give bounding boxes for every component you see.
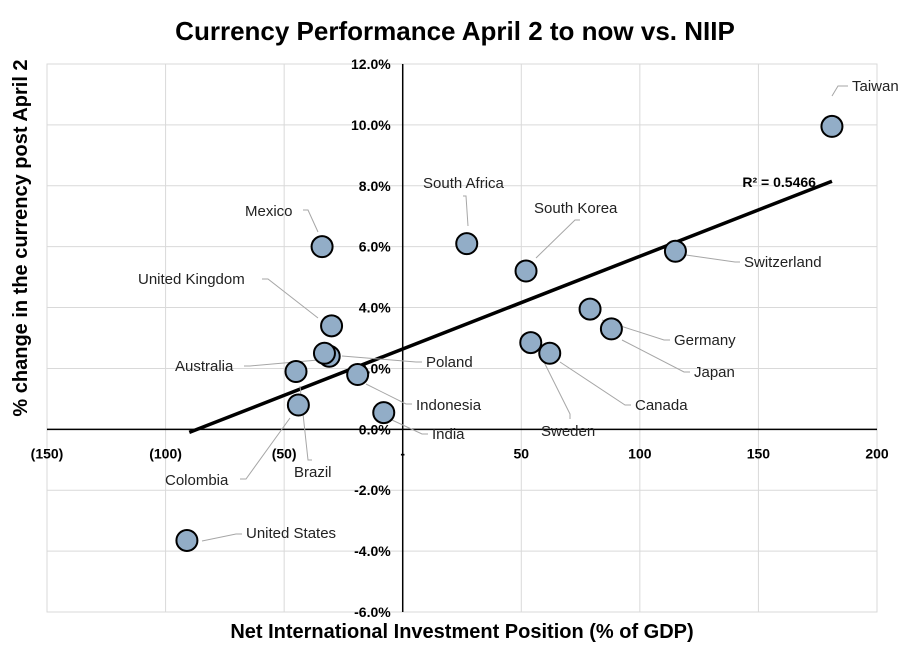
leader-line-switzerland xyxy=(685,254,740,263)
data-label-canada: Canada xyxy=(635,397,688,414)
plot-frame xyxy=(46,63,878,613)
data-point-taiwan xyxy=(820,114,844,138)
leader-line-poland xyxy=(341,355,422,363)
leader-line-mexico xyxy=(303,209,319,233)
y-tick-label: -6.0% xyxy=(354,604,391,620)
data-point-sweden xyxy=(519,331,543,355)
y-tick-label: 8.0% xyxy=(359,178,391,194)
leader-line-canada xyxy=(559,361,631,406)
data-point-japan xyxy=(599,317,623,341)
data-label-india: India xyxy=(432,426,465,443)
data-point-brazil xyxy=(312,341,336,365)
data-point-india xyxy=(372,401,396,425)
r-squared-label: R² = 0.5466 xyxy=(742,174,816,190)
leader-line-indonesia xyxy=(365,383,412,405)
data-point-mexico xyxy=(310,235,334,259)
data-label-united-kingdom: United Kingdom xyxy=(138,271,245,288)
leader-line-japan xyxy=(621,339,690,373)
x-axis-title: Net International Investment Position (%… xyxy=(230,621,693,643)
data-point-colombia xyxy=(286,393,310,417)
leader-line-taiwan xyxy=(831,85,848,97)
y-tick-label: 6.0% xyxy=(359,239,391,255)
leader-line-united-kingdom xyxy=(262,278,319,319)
leader-line-australia xyxy=(244,359,319,367)
gridlines xyxy=(46,63,878,613)
data-label-colombia: Colombia xyxy=(165,472,229,489)
data-point-canada xyxy=(538,341,562,365)
data-point-south-korea xyxy=(514,259,538,283)
data-label-switzerland: Switzerland xyxy=(744,254,822,271)
data-point-united-states xyxy=(175,528,199,552)
data-points xyxy=(175,114,844,552)
data-label-sweden: Sweden xyxy=(541,423,595,440)
leader-line-colombia xyxy=(240,417,291,480)
data-point-australia xyxy=(284,359,308,383)
data-point-united-kingdom xyxy=(320,314,344,338)
y-axis-title: % change in the currency post April 2 xyxy=(10,59,32,416)
data-labels: Taiwan South Africa South Korea Switzerland… xyxy=(138,78,899,542)
x-tick-label: - xyxy=(400,445,405,461)
x-tick-label: (50) xyxy=(272,445,297,461)
y-tick-label: 12.0% xyxy=(351,56,391,72)
data-label-indonesia: Indonesia xyxy=(416,397,482,414)
data-label-poland: Poland xyxy=(426,354,473,371)
data-label-germany: Germany xyxy=(674,332,736,349)
x-tick-label: 100 xyxy=(628,445,652,461)
trendline-group: R² = 0.5466 xyxy=(188,174,833,435)
y-tick-label: -4.0% xyxy=(354,543,391,559)
axes: (150) (100) (50) - 50 100 150 200 12.0% 10.0% 8.0%… xyxy=(31,56,889,620)
x-tick-label: 200 xyxy=(865,445,889,461)
data-label-australia: Australia xyxy=(175,358,234,375)
x-tick-label: (150) xyxy=(31,445,64,461)
data-label-brazil: Brazil xyxy=(294,464,332,481)
data-point-south-africa xyxy=(455,232,479,256)
data-label-south-korea: South Korea xyxy=(534,200,618,217)
y-tick-label: 4.0% xyxy=(359,300,391,316)
data-point-indonesia xyxy=(346,363,370,387)
data-point-germany xyxy=(578,297,602,321)
y-tick-label: 0.0% xyxy=(359,421,391,437)
data-label-south-africa: South Africa xyxy=(423,175,505,192)
y-tick-label: 10.0% xyxy=(351,117,391,133)
leader-line-south-africa xyxy=(463,195,469,227)
data-point-switzerland xyxy=(663,239,687,263)
data-label-united-states: United States xyxy=(246,525,336,542)
leader-line-sweden xyxy=(539,353,571,419)
data-label-mexico: Mexico xyxy=(245,203,293,220)
leader-line-south-korea xyxy=(535,219,580,259)
x-tick-label: 150 xyxy=(747,445,771,461)
data-label-taiwan: Taiwan xyxy=(852,78,899,95)
x-tick-label: (100) xyxy=(149,445,182,461)
trendline xyxy=(188,179,833,435)
leader-line-united-states xyxy=(201,533,242,542)
data-label-japan: Japan xyxy=(694,364,735,381)
chart-title: Currency Performance April 2 to now vs. … xyxy=(175,16,735,46)
leader-line-india xyxy=(391,419,428,435)
y-tick-label: -2.0% xyxy=(354,482,391,498)
x-tick-label: 50 xyxy=(513,445,529,461)
